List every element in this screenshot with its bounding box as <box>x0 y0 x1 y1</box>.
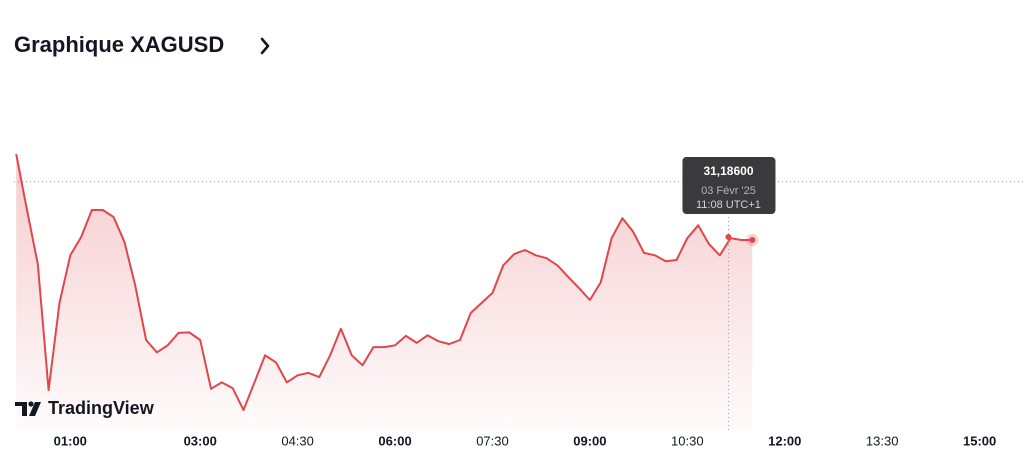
x-tick-label: 01:00 <box>54 433 87 448</box>
watermark-text: TradingView <box>48 398 155 418</box>
last-point <box>749 237 756 243</box>
tooltip-time: 11:08 UTC+1 <box>696 199 761 211</box>
logo-mark <box>15 402 27 416</box>
x-tick-label: 15:00 <box>963 433 996 448</box>
hover-point <box>725 234 732 241</box>
x-tick-label: 09:00 <box>573 433 606 448</box>
x-tick-label: 06:00 <box>378 433 411 448</box>
title-chevron[interactable] <box>260 37 270 55</box>
x-tick-label: 13:30 <box>866 433 899 448</box>
chart-title[interactable]: Graphique XAGUSD <box>14 32 224 57</box>
x-tick-label: 07:30 <box>476 433 509 448</box>
price-line <box>15 153 753 411</box>
tooltip-box <box>682 157 776 214</box>
plot-area: 01:00 03:00 04:30 06:00 07:30 09:00 10:30 12:00… <box>14 153 1024 448</box>
watermark: TradingView <box>15 398 155 418</box>
tooltip-value: 31,18600 <box>703 164 753 178</box>
area-fill <box>16 154 753 430</box>
logo-mark <box>29 402 41 416</box>
logo-mark <box>28 401 34 407</box>
x-tick-label: 03:00 <box>184 433 217 448</box>
x-tick-label: 12:00 <box>768 433 801 448</box>
x-tick-label: 10:30 <box>671 433 704 448</box>
x-tick-label: 04:30 <box>281 433 314 448</box>
tooltip: 31,18600 03 Févr '25 11:08 UTC+1 <box>682 157 776 214</box>
tooltip-date: 03 Févr '25 <box>701 185 756 197</box>
